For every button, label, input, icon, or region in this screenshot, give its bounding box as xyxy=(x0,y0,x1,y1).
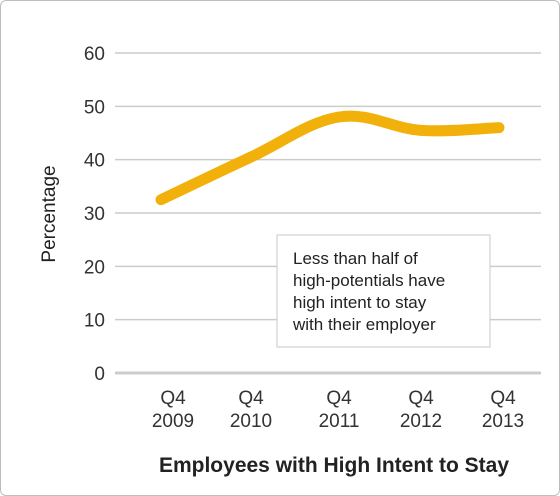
y-tick-label: 20 xyxy=(84,257,105,278)
y-axis-title: Percentage xyxy=(39,165,60,262)
y-tick-label: 50 xyxy=(84,97,105,118)
y-tick-label: 40 xyxy=(84,151,105,172)
x-tick-label: Q4 xyxy=(238,388,264,409)
y-tick-label: 0 xyxy=(94,364,105,385)
gridlines xyxy=(115,52,541,375)
x-tick-label: Q4 xyxy=(490,388,516,409)
annotation-line: high intent to stay xyxy=(293,293,427,312)
x-tick-label: 2009 xyxy=(152,411,194,432)
x-tick-label: Q4 xyxy=(326,388,352,409)
x-tick-label: Q4 xyxy=(408,388,434,409)
x-axis-title: Employees with High Intent to Stay xyxy=(159,454,509,477)
annotation-line: with their employer xyxy=(292,315,436,334)
annotation-line: Less than half of xyxy=(293,249,418,268)
annotation-line: high-potentials have xyxy=(293,271,445,290)
x-tick-label: 2012 xyxy=(400,411,442,432)
annotation-box: Less than half of high-potentials have h… xyxy=(276,234,491,348)
series-line xyxy=(155,110,505,206)
y-tick-label: 60 xyxy=(84,44,105,65)
y-tick-labels: 0 10 20 30 40 50 60 xyxy=(84,44,105,385)
y-tick-label: 30 xyxy=(84,204,105,225)
x-tick-label: 2011 xyxy=(319,411,360,432)
x-tick-label: Q4 xyxy=(160,388,186,409)
y-tick-label: 10 xyxy=(84,311,105,332)
x-tick-label: 2010 xyxy=(230,411,272,432)
x-tick-label: 2013 xyxy=(482,411,524,432)
